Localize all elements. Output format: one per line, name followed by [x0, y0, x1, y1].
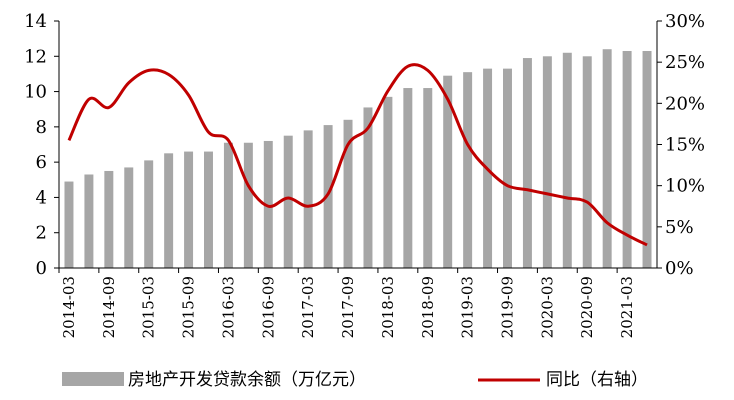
x-tick-label: 2020-09: [578, 276, 596, 338]
bar-2014-12: [124, 167, 134, 268]
bar-2019-12: [522, 58, 532, 268]
x-tick-label: 2015-03: [140, 276, 158, 338]
x-tick-label: 2015-09: [180, 276, 198, 338]
x-tick-label: 2017-09: [339, 276, 357, 338]
bar-2021-06: [642, 50, 652, 268]
y-left-tick-label: 0: [36, 258, 47, 279]
y-right-tick-label: 30%: [665, 11, 705, 32]
x-tick-label: 2016-09: [259, 276, 277, 338]
y-right-tick-label: 25%: [665, 52, 705, 73]
bars-group: [64, 49, 652, 269]
y-left-tick-label: 14: [24, 11, 47, 32]
x-tick-label: 2017-03: [299, 276, 317, 338]
legend-label-bar: 房地产开发贷款余额（万亿元）: [128, 370, 366, 390]
legend-swatch-bar: [62, 372, 124, 386]
line-group: [67, 63, 648, 247]
bar-2018-09: [423, 88, 433, 268]
bar-2014-09: [104, 170, 114, 268]
yoy-growth-line: [67, 63, 648, 247]
bar-2020-03: [542, 56, 552, 268]
bar-2019-09: [503, 68, 512, 268]
axes-group: 0 2 4 6 8 10 12 14 0% 5% 10% 15% 20% 25% 30% 2014-03 201…: [24, 11, 705, 338]
bar-2017-09: [343, 119, 353, 268]
bar-2016-03: [223, 142, 233, 268]
bar-2018-06: [403, 88, 413, 268]
bar-2018-03: [383, 96, 393, 268]
y-right-tick-label: 10%: [665, 176, 705, 197]
bar-2016-12: [283, 135, 293, 268]
y-left-tick-label: 12: [24, 46, 47, 67]
y-right-tick-label: 5%: [665, 217, 694, 238]
y-left-tick-label: 8: [36, 117, 47, 138]
y-right-tick-label: 0%: [665, 258, 694, 279]
legend: 房地产开发贷款余额（万亿元） 同比（右轴）: [62, 370, 648, 390]
bar-2020-12: [602, 49, 612, 269]
bar-2017-12: [363, 107, 373, 268]
x-tick-label: 2019-03: [459, 276, 477, 338]
bar-2014-06: [84, 174, 94, 268]
y-left-tick-label: 6: [36, 152, 47, 173]
bar-2015-03: [144, 160, 154, 268]
bar-2014-03: [64, 181, 74, 268]
x-tick-label: 2014-09: [100, 276, 118, 338]
x-tick-label: 2018-03: [379, 276, 397, 338]
x-tick-label: 2020-03: [538, 276, 556, 338]
legend-label-line: 同比（右轴）: [546, 370, 648, 390]
bar-2015-09: [184, 151, 194, 268]
bar-2017-03: [303, 130, 313, 268]
x-tick-label: 2016-03: [219, 276, 237, 338]
bar-2020-06: [562, 52, 572, 269]
x-tick-label: 2014-03: [60, 276, 78, 338]
bar-2016-09: [263, 140, 273, 268]
bar-2018-12: [443, 75, 453, 268]
x-tick-label: 2019-09: [499, 276, 517, 338]
bar-2020-09: [582, 56, 592, 268]
bar-2016-06: [243, 142, 253, 268]
y-left-tick-label: 10: [24, 82, 47, 103]
bar-2019-03: [463, 72, 473, 268]
y-right-tick-label: 15%: [665, 135, 705, 156]
bar-2015-06: [164, 153, 174, 268]
y-left-tick-label: 4: [36, 187, 47, 208]
y-right-tick-label: 20%: [665, 93, 705, 114]
x-tick-label: 2018-09: [419, 276, 437, 338]
bar-2015-12: [204, 151, 213, 268]
x-tick-label: 2021-03: [618, 276, 636, 338]
bar-2021-03: [622, 50, 632, 268]
y-left-tick-label: 2: [36, 223, 47, 244]
